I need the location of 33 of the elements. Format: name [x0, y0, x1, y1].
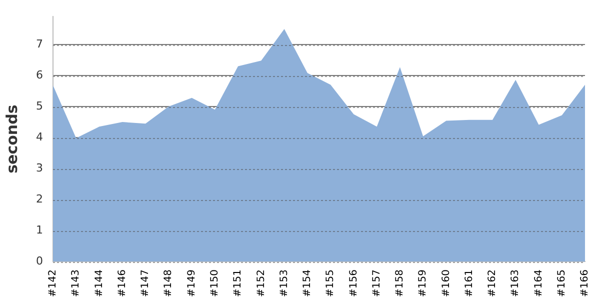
y-tick-label: 5	[36, 99, 43, 112]
x-tick-label: #149	[186, 270, 198, 298]
x-tick-label: #155	[325, 270, 336, 298]
y-tick-label: 2	[36, 192, 43, 206]
x-tick-label: #143	[70, 270, 82, 298]
x-tick-label: #150	[210, 270, 221, 298]
y-tick-label: 1	[36, 223, 43, 236]
x-tick-label: #166	[580, 270, 591, 298]
x-tick-label: #159	[418, 270, 429, 298]
y-tick-label: 3	[36, 161, 43, 174]
x-tick-label: #156	[348, 270, 360, 298]
x-tick-label: #152	[256, 270, 267, 298]
y-tick-label: 7	[36, 37, 43, 50]
x-tick-label: #160	[440, 270, 452, 298]
x-tick-label: #161	[464, 270, 475, 298]
x-tick-label: #154	[302, 270, 314, 298]
x-tick-label: #165	[556, 270, 568, 298]
x-tick-label: #146	[116, 270, 128, 298]
x-tick-label: #153	[278, 270, 290, 298]
x-tick-label: #157	[371, 270, 382, 298]
x-tick-label: #142	[48, 270, 59, 298]
x-tick-label: #163	[510, 270, 522, 298]
y-tick-label: 6	[36, 68, 43, 82]
x-tick-label: #148	[163, 270, 174, 298]
x-tick-label: #162	[487, 270, 498, 298]
x-tick-label: #151	[232, 270, 244, 298]
x-tick-label: #144	[94, 270, 105, 298]
y-tick-label: 0	[36, 254, 43, 268]
y-tick-label: 4	[36, 130, 43, 144]
x-tick-label: #164	[533, 270, 544, 298]
x-tick-label: #147	[140, 270, 152, 298]
y-axis-title: seconds	[2, 104, 21, 174]
x-tick-label: #158	[394, 270, 406, 298]
